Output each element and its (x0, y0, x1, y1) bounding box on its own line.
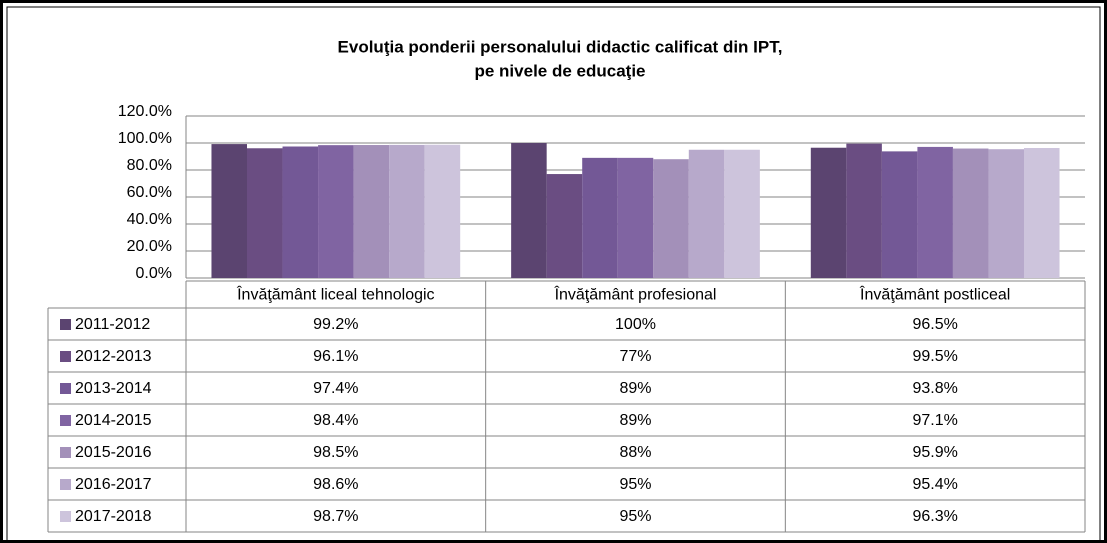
data-label: 98.4% (313, 412, 358, 429)
x-tick-label: Învăţământ postliceal (859, 285, 1010, 304)
legend-swatch (60, 351, 71, 362)
legend-swatch (60, 319, 71, 330)
bar (318, 145, 354, 278)
data-label: 95% (619, 508, 651, 525)
legend-label: 2013-2014 (75, 380, 152, 397)
data-label: 95.9% (912, 444, 957, 461)
data-label: 99.2% (313, 316, 358, 333)
data-label: 77% (619, 348, 651, 365)
bar (653, 159, 689, 278)
data-label: 95.4% (912, 476, 957, 493)
bar (282, 146, 319, 278)
data-label: 89% (619, 380, 651, 397)
data-label: 97.1% (912, 412, 957, 429)
data-label: 89% (619, 412, 651, 429)
chart-title: Evoluţia ponderii personalului didactic … (338, 37, 783, 56)
data-label: 96.5% (912, 316, 957, 333)
data-label: 96.3% (912, 508, 957, 525)
data-label: 98.7% (313, 508, 358, 525)
y-tick-label: 60.0% (127, 184, 172, 201)
bar (881, 151, 918, 278)
data-label: 95% (619, 476, 651, 493)
bar (546, 174, 583, 278)
y-tick-label: 120.0% (118, 103, 172, 120)
legend-label: 2012-2013 (75, 348, 152, 365)
bar (688, 149, 725, 278)
bar (617, 157, 654, 278)
bar (211, 144, 248, 278)
data-label: 88% (619, 444, 651, 461)
bar (724, 149, 760, 278)
legend-swatch (60, 447, 71, 458)
legend-swatch (60, 511, 71, 522)
bar (917, 146, 953, 278)
bar (952, 148, 989, 278)
bar (1023, 147, 1060, 278)
data-label: 98.5% (313, 444, 358, 461)
legend-swatch (60, 479, 71, 490)
bar (389, 144, 425, 278)
y-tick-label: 100.0% (118, 130, 172, 147)
bar (511, 143, 547, 278)
legend-label: 2017-2018 (75, 508, 152, 525)
bar (424, 144, 461, 278)
data-label: 98.6% (313, 476, 358, 493)
bar (988, 149, 1024, 278)
y-tick-label: 40.0% (127, 211, 172, 228)
bar (582, 157, 618, 278)
bar (810, 147, 847, 278)
x-tick-label: Învăţământ profesional (554, 285, 717, 304)
legend-label: 2015-2016 (75, 444, 152, 461)
data-label: 99.5% (912, 348, 957, 365)
bar (247, 148, 283, 278)
legend-swatch (60, 383, 71, 394)
bar (353, 145, 390, 278)
chart-title: pe nivele de educaţie (474, 61, 645, 80)
legend-label: 2011-2012 (75, 316, 150, 333)
y-tick-label: 20.0% (127, 238, 172, 255)
data-label: 93.8% (912, 380, 957, 397)
y-tick-label: 80.0% (127, 157, 172, 174)
legend-label: 2016-2017 (75, 476, 152, 493)
legend-label: 2014-2015 (75, 412, 152, 429)
y-tick-label: 0.0% (136, 265, 172, 282)
x-tick-label: Învăţământ liceal tehnologic (236, 285, 434, 304)
data-label: 97.4% (313, 380, 358, 397)
data-label: 100% (615, 316, 656, 333)
legend-swatch (60, 415, 71, 426)
data-label: 96.1% (313, 348, 358, 365)
frame-inner (6, 6, 1101, 543)
bar (846, 143, 882, 278)
